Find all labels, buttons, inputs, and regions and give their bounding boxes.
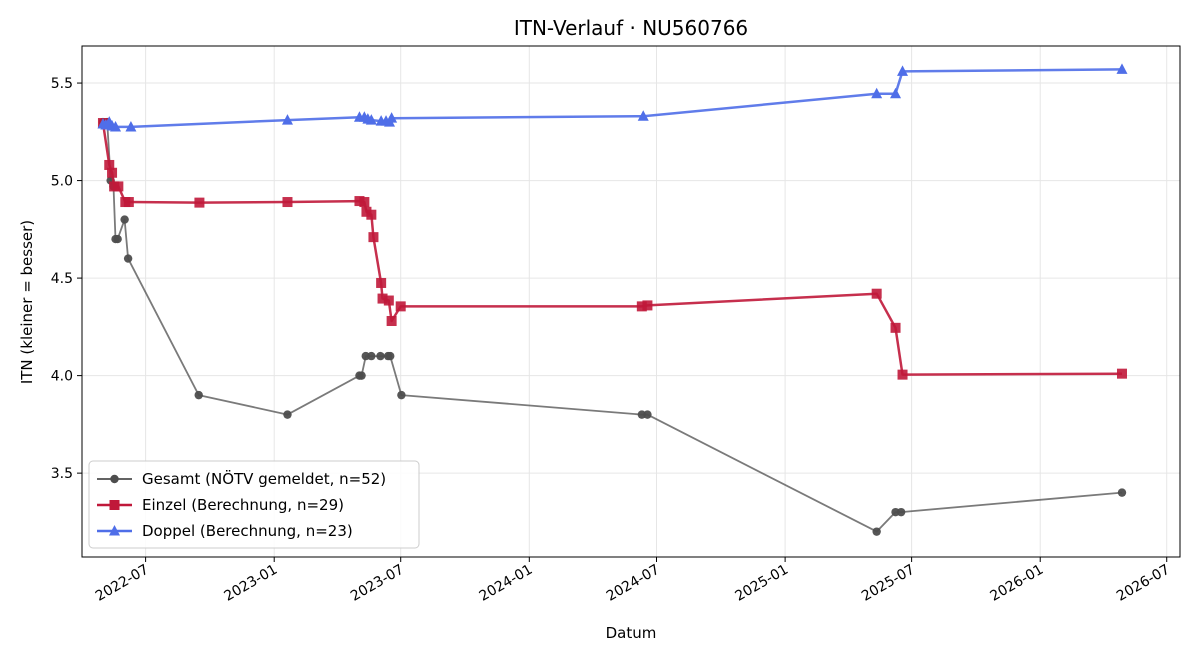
grid — [82, 46, 1180, 557]
data-point — [643, 410, 652, 419]
data-point — [1116, 63, 1128, 74]
data-point — [1116, 368, 1127, 379]
y-tick-label: 3.5 — [51, 466, 73, 482]
data-point — [386, 351, 395, 361]
data-point — [365, 114, 377, 125]
data-point — [359, 197, 370, 208]
x-tick-label: 2022-07 — [93, 562, 152, 605]
data-point — [386, 316, 397, 327]
data-point — [383, 295, 394, 306]
data-point — [282, 197, 293, 208]
legend-marker — [110, 474, 119, 484]
data-point — [104, 159, 115, 170]
x-tick-label: 2026-07 — [1114, 562, 1173, 605]
series-line — [102, 68, 1123, 129]
data-point — [107, 167, 118, 178]
x-tick-label: 2024-07 — [604, 562, 663, 605]
data-point — [397, 390, 406, 400]
data-point — [120, 215, 129, 224]
data-point — [368, 232, 379, 243]
series-line — [101, 122, 1123, 376]
legend-box — [88, 460, 420, 549]
data-point — [637, 110, 649, 121]
x-tick-label: 2025-01 — [732, 562, 791, 605]
series-circle — [98, 117, 1127, 536]
data-point — [123, 254, 133, 263]
y-tick-label: 5.5 — [51, 76, 73, 92]
data-point — [386, 112, 398, 123]
data-point — [367, 351, 376, 361]
data-point — [871, 87, 883, 99]
plot-frame — [81, 45, 1181, 558]
data-point — [642, 300, 653, 311]
series-line — [103, 121, 1123, 533]
data-point — [636, 301, 647, 312]
data-point — [896, 507, 906, 517]
y-tick-label: 4.5 — [51, 271, 73, 287]
data-point — [366, 209, 377, 220]
data-point — [376, 351, 385, 361]
data-point — [113, 181, 124, 192]
x-tick-label: 2023-01 — [222, 562, 281, 605]
series-layer — [97, 63, 1128, 536]
x-tick-label: 2025-07 — [859, 562, 918, 605]
legend-marker — [109, 500, 120, 510]
data-point — [890, 87, 902, 99]
data-point — [871, 288, 882, 299]
series-square — [97, 118, 1127, 380]
x-tick-label: 2023-07 — [348, 562, 407, 605]
x-tick-label: 2024-01 — [477, 562, 536, 605]
y-axis-title: ITN (kleiner = besser) — [18, 220, 36, 384]
data-point — [110, 120, 122, 132]
data-point — [113, 234, 122, 244]
y-axis: 3.5 4.0 4.5 5.0 5.5 — [51, 76, 82, 482]
data-point — [281, 114, 293, 125]
data-point — [125, 120, 137, 132]
data-point — [194, 197, 205, 208]
legend: Gesamt (NÖTV gemeldet, n=52) Einzel (Bere… — [88, 460, 420, 549]
series-triangle — [97, 63, 1128, 132]
y-tick-label: 5.0 — [51, 174, 73, 190]
data-point — [377, 293, 388, 304]
data-point — [376, 277, 387, 288]
data-point — [194, 390, 203, 400]
data-point — [890, 322, 901, 333]
data-point — [897, 65, 909, 76]
legend-label: Doppel (Berechnung, n=23) — [142, 522, 353, 540]
data-point — [283, 410, 292, 419]
x-axis: 2022-07 2023-01 2023-07 2024-01 2024-07 2025-… — [93, 557, 1173, 605]
chart-title: ITN-Verlauf · NU560766 — [514, 16, 748, 40]
legend-label: Einzel (Berechnung, n=29) — [142, 496, 344, 514]
data-point — [357, 371, 366, 380]
legend-marker — [109, 525, 120, 536]
x-tick-label: 2026-01 — [988, 562, 1047, 605]
data-point — [123, 197, 134, 208]
legend-label: Gesamt (NÖTV gemeldet, n=52) — [142, 469, 386, 488]
data-point — [1117, 488, 1127, 497]
data-point — [395, 301, 406, 312]
x-axis-title: Datum — [606, 624, 657, 642]
data-point — [872, 527, 881, 536]
y-tick-label: 4.0 — [51, 369, 73, 385]
data-point — [897, 369, 908, 380]
